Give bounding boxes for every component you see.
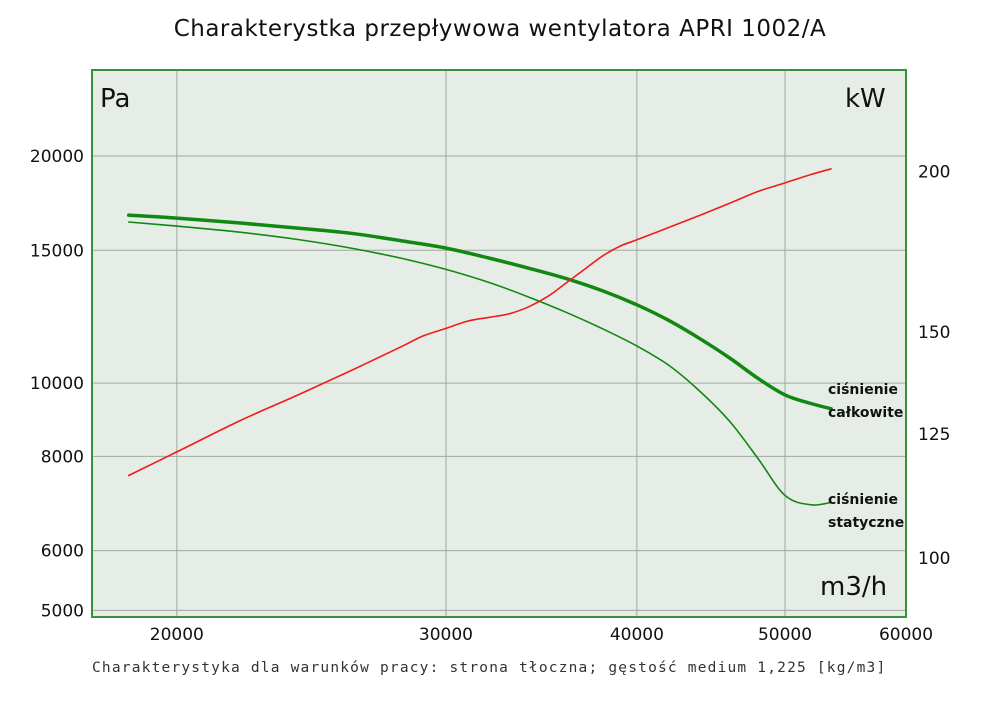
y-right-tick-label: 125 bbox=[918, 425, 950, 445]
tick-labels: 20000 30000 40000 50000 60000 5000 6000 8000 100… bbox=[30, 147, 951, 645]
series-label-static-pressure: ciśnienie statyczne bbox=[828, 492, 905, 531]
chart-title: Charakterystka przepływowa wentylatora A… bbox=[173, 16, 827, 42]
y-left-tick-label: 10000 bbox=[30, 374, 84, 394]
plot-background bbox=[92, 70, 906, 617]
x-tick-label: 20000 bbox=[150, 625, 204, 645]
y-left-tick-label: 20000 bbox=[30, 147, 84, 167]
left-axis-unit: Pa bbox=[100, 84, 131, 114]
y-right-tick-label: 150 bbox=[918, 323, 950, 343]
y-left-tick-label: 15000 bbox=[30, 241, 84, 261]
y-left-tick-label: 6000 bbox=[41, 542, 84, 562]
y-left-tick-label: 8000 bbox=[41, 447, 84, 467]
series-line-static-pressure bbox=[127, 221, 832, 506]
series-label-total-pressure: ciśnienie całkowite bbox=[828, 382, 904, 421]
series-lines bbox=[126, 168, 833, 506]
x-tick-label: 30000 bbox=[419, 625, 473, 645]
y-right-tick-label: 100 bbox=[918, 549, 950, 569]
chart-footnote: Charakterystyka dla warunków pracy: stro… bbox=[92, 660, 887, 676]
x-tick-label: 40000 bbox=[610, 625, 664, 645]
x-axis-unit: m3/h bbox=[820, 572, 888, 602]
x-tick-label: 60000 bbox=[879, 625, 933, 645]
grid-lines bbox=[92, 70, 906, 617]
series-line-power bbox=[127, 168, 832, 477]
x-tick-label: 50000 bbox=[758, 625, 812, 645]
y-right-tick-label: 200 bbox=[918, 163, 950, 183]
right-axis-unit: kW bbox=[845, 84, 886, 114]
series-line-total-pressure bbox=[126, 213, 833, 411]
plot-frame bbox=[91, 69, 907, 618]
y-left-tick-label: 5000 bbox=[41, 601, 84, 621]
